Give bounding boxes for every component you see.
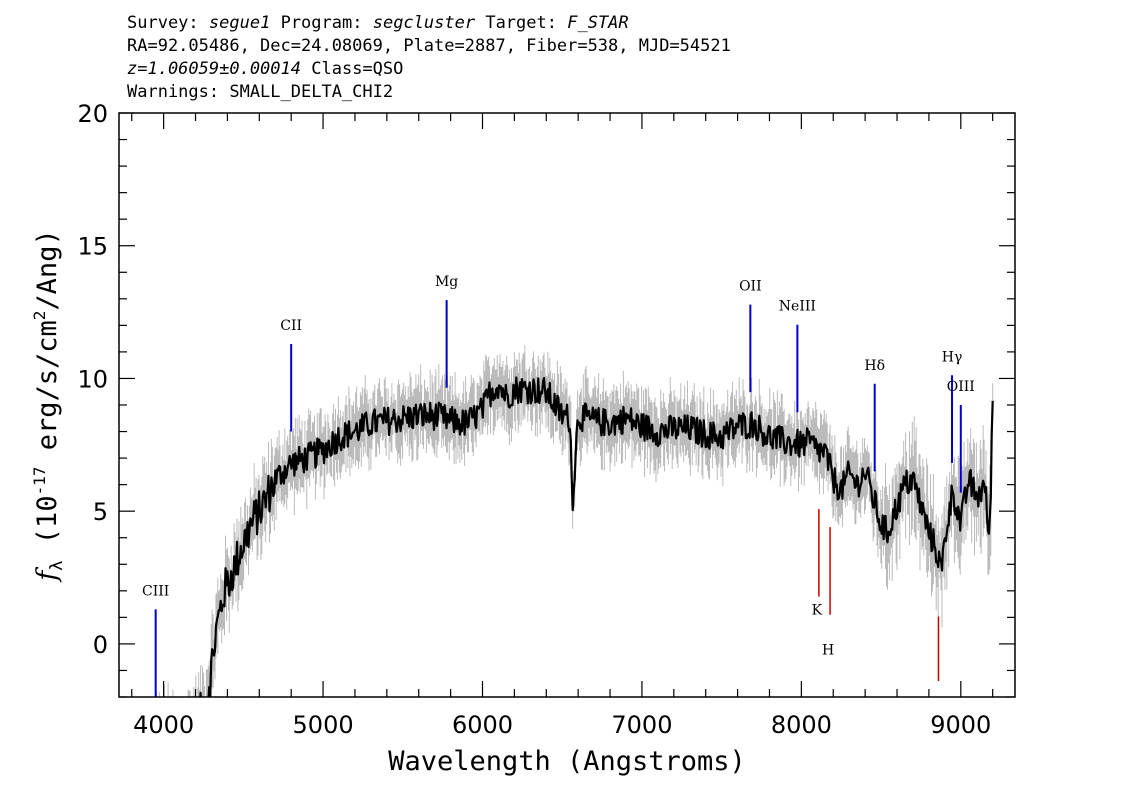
survey-value: segue1: [208, 13, 271, 33]
x-tick-label: 6000: [452, 711, 513, 739]
error-band: [156, 344, 994, 697]
survey-label: Survey:: [127, 13, 199, 33]
line-label-K: K: [812, 603, 823, 619]
axis-tick-labels: 4000 5000 6000 7000 8000 9000 0 5 10 15 20: [77, 100, 991, 739]
line-label-Mg: Mg: [435, 274, 458, 290]
y-axis-title: fλ (10-17 erg/s/cm2/Ang): [30, 229, 67, 582]
y-tick-label: 20: [77, 100, 108, 128]
x-tick-label: 5000: [293, 711, 354, 739]
line-label-CII: CII: [280, 318, 302, 334]
line-label-Hγ: Hγ: [942, 349, 963, 365]
x-tick-label: 7000: [611, 711, 672, 739]
line-label-CIII: CIII: [142, 583, 169, 599]
spectrum-header: Survey: segue1 Program: segcluster Targe…: [127, 12, 731, 104]
x-tick-label: 8000: [771, 711, 832, 739]
y-tick-label: 5: [93, 498, 108, 526]
x-tick-label: 4000: [133, 711, 194, 739]
line-label-OIII: OIII: [947, 379, 975, 395]
target-label: Target:: [485, 13, 557, 33]
x-axis-title: Wavelength (Angstroms): [388, 746, 746, 777]
plot-area: [156, 344, 994, 697]
y-tick-label: 15: [77, 233, 108, 261]
class-value: Class=QSO: [311, 59, 404, 79]
line-label-OII: OII: [739, 279, 762, 295]
y-tick-label: 10: [77, 365, 108, 393]
target-value: F_STAR: [567, 13, 629, 33]
program-value: segcluster: [372, 13, 476, 33]
line-label-Hδ: Hδ: [864, 358, 885, 374]
line-label-NeIII: NeIII: [779, 299, 816, 315]
y-axis-title-group: fλ (10-17 erg/s/cm2/Ang): [30, 229, 67, 582]
y-tick-label: 0: [93, 631, 108, 659]
warnings-line: Warnings: SMALL_DELTA_CHI2: [127, 82, 394, 102]
axis-ticks: [119, 112, 1015, 698]
header-line-2: RA=92.05486, Dec=24.08069, Plate=2887, F…: [127, 36, 731, 56]
program-label: Program:: [280, 13, 363, 33]
spectral-line-markers: CIII CII Mg OII NeIII Hδ Hγ OIII K H: [142, 274, 975, 697]
x-tick-label: 9000: [930, 711, 991, 739]
line-label-H: H: [822, 643, 834, 659]
redshift-value: z=1.06059±0.00014: [127, 59, 301, 79]
header-line-1: Survey: segue1 Program: segcluster Targe…: [127, 12, 731, 35]
flux-series-line: [199, 376, 994, 697]
header-line-3: z=1.06059±0.00014 Class=QSO: [127, 58, 731, 81]
